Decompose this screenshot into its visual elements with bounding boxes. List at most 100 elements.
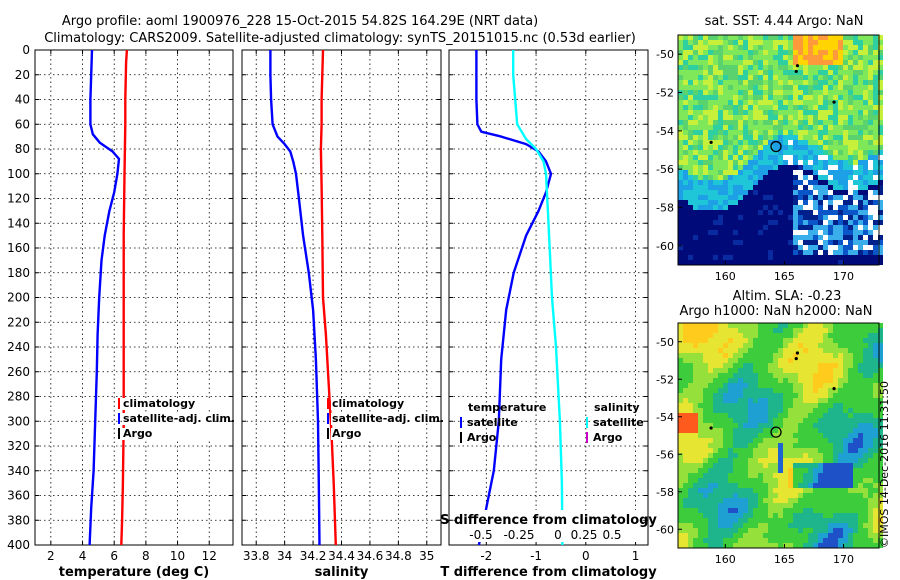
map-cell bbox=[723, 373, 728, 378]
map-cell bbox=[833, 518, 838, 523]
map-cell bbox=[723, 250, 728, 255]
map-cell bbox=[733, 543, 738, 548]
map-cell bbox=[808, 140, 813, 145]
map-cell bbox=[873, 488, 878, 493]
map-cell bbox=[763, 245, 768, 250]
map-cell bbox=[823, 363, 828, 368]
map-cell bbox=[678, 95, 683, 100]
map-cell bbox=[688, 200, 693, 205]
map-cell bbox=[838, 240, 843, 245]
map-cell bbox=[743, 528, 748, 533]
map-cell bbox=[873, 328, 878, 333]
map-cell bbox=[683, 175, 688, 180]
map-cell bbox=[788, 255, 793, 260]
map-cell bbox=[808, 393, 813, 398]
map-cell bbox=[708, 533, 713, 538]
map-cell bbox=[838, 250, 843, 255]
map-cell bbox=[763, 353, 768, 358]
map-cell bbox=[723, 50, 728, 55]
x-tick-label: 33.8 bbox=[243, 549, 270, 563]
map-cell bbox=[773, 170, 778, 175]
map-cell bbox=[838, 338, 843, 343]
map-cell bbox=[873, 378, 878, 383]
map-cell bbox=[698, 190, 703, 195]
map-cell bbox=[713, 225, 718, 230]
map-cell bbox=[823, 195, 828, 200]
map-cell bbox=[693, 175, 698, 180]
map-cell bbox=[738, 418, 743, 423]
map-cell bbox=[793, 428, 798, 433]
map-cell bbox=[808, 323, 813, 328]
map-cell bbox=[813, 508, 818, 513]
map-cell bbox=[788, 388, 793, 393]
map-cell bbox=[828, 328, 833, 333]
map-cell bbox=[678, 130, 683, 135]
map-cell bbox=[813, 433, 818, 438]
map-cell bbox=[773, 463, 778, 468]
map-cell bbox=[708, 105, 713, 110]
map-cell bbox=[873, 210, 878, 215]
map-cell bbox=[878, 205, 883, 210]
map-cell bbox=[853, 503, 858, 508]
map-cell bbox=[873, 220, 878, 225]
map-cell bbox=[748, 255, 753, 260]
map-cell bbox=[818, 358, 823, 363]
map-cell bbox=[848, 388, 853, 393]
map-cell bbox=[848, 393, 853, 398]
map-cell bbox=[733, 160, 738, 165]
map-cell bbox=[758, 328, 763, 333]
map-cell bbox=[858, 125, 863, 130]
map-cell bbox=[768, 473, 773, 478]
map-cell bbox=[798, 180, 803, 185]
map-cell bbox=[828, 85, 833, 90]
map-cell bbox=[708, 90, 713, 95]
map-cell bbox=[758, 518, 763, 523]
map-cell bbox=[838, 180, 843, 185]
map-cell bbox=[838, 175, 843, 180]
map-cell bbox=[788, 195, 793, 200]
map-cell bbox=[753, 468, 758, 473]
map-cell bbox=[843, 493, 848, 498]
map-cell bbox=[848, 323, 853, 328]
map-cell bbox=[828, 483, 833, 488]
map-cell bbox=[798, 488, 803, 493]
map-cell bbox=[853, 418, 858, 423]
map-cell bbox=[753, 160, 758, 165]
map-cell bbox=[768, 433, 773, 438]
map-cell bbox=[713, 338, 718, 343]
map-cell bbox=[878, 210, 883, 215]
map-cell bbox=[793, 160, 798, 165]
map-cell bbox=[758, 473, 763, 478]
map-cell bbox=[853, 428, 858, 433]
map-cell bbox=[728, 338, 733, 343]
map-cell bbox=[753, 373, 758, 378]
map-cell bbox=[733, 473, 738, 478]
map-cell bbox=[678, 165, 683, 170]
map-cell bbox=[823, 130, 828, 135]
map-cell bbox=[778, 523, 783, 528]
map-cell bbox=[698, 393, 703, 398]
map-cell bbox=[733, 398, 738, 403]
map-cell bbox=[833, 523, 838, 528]
map-cell bbox=[713, 180, 718, 185]
map-cell bbox=[858, 175, 863, 180]
map-cell bbox=[798, 150, 803, 155]
map-cell bbox=[698, 428, 703, 433]
map-cell bbox=[878, 175, 883, 180]
map-cell bbox=[848, 115, 853, 120]
map-cell bbox=[788, 488, 793, 493]
map-cell bbox=[783, 75, 788, 80]
map-cell bbox=[768, 498, 773, 503]
map-cell bbox=[823, 105, 828, 110]
map-cell bbox=[853, 90, 858, 95]
map-cell bbox=[803, 260, 808, 265]
map-x-tick-label: 165 bbox=[774, 270, 795, 283]
map-cell bbox=[878, 195, 883, 200]
map-cell bbox=[793, 130, 798, 135]
map-cell bbox=[853, 180, 858, 185]
map-cell bbox=[823, 170, 828, 175]
map-cell bbox=[753, 55, 758, 60]
legend-label: satellite-adj. clim. bbox=[123, 412, 235, 425]
map-cell bbox=[738, 403, 743, 408]
map-cell bbox=[728, 160, 733, 165]
